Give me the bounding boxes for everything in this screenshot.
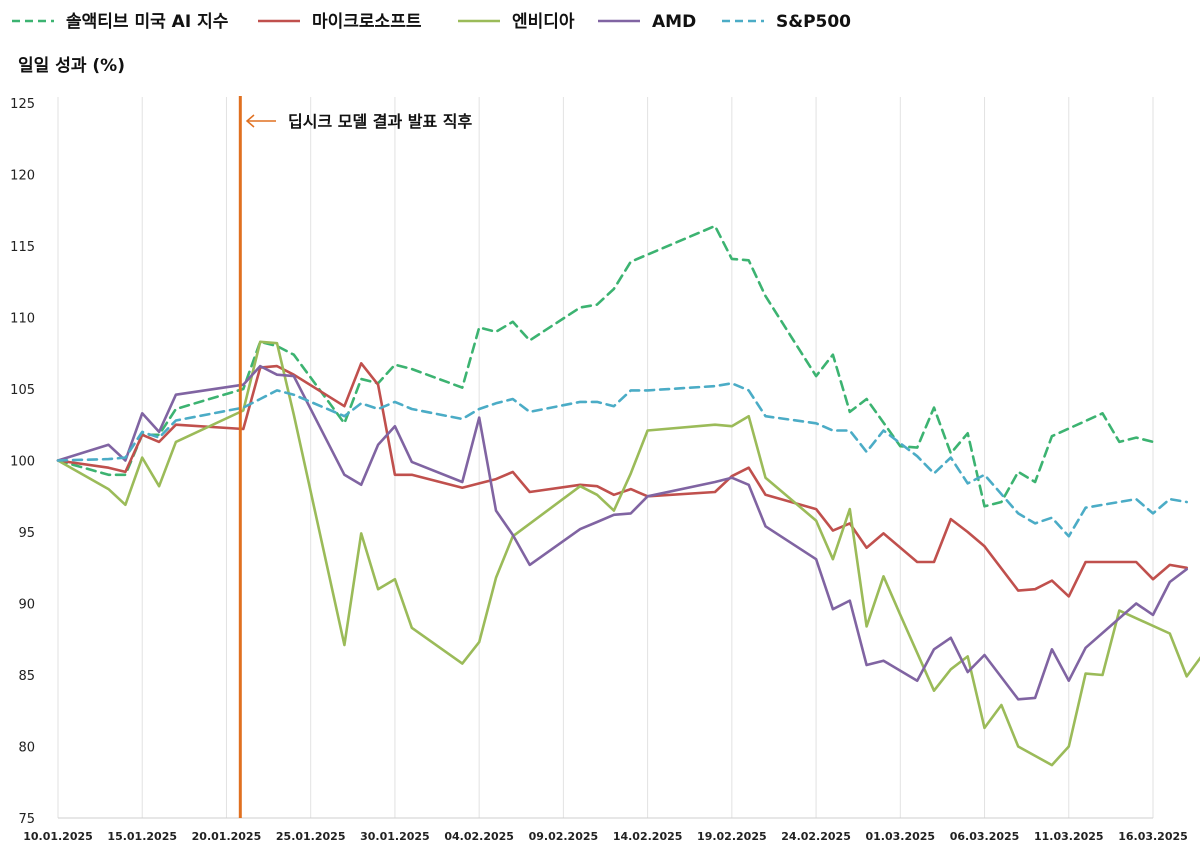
annotation-arrow-head [245,114,255,128]
y-tick-label: 100 [10,455,35,470]
x-tick-label: 20.01.2025 [192,830,262,843]
x-tick-label: 19.02.2025 [697,830,767,843]
y-tick-label: 85 [18,669,35,684]
x-tick-label: 04.02.2025 [444,830,514,843]
annotation: 딥시크 모델 결과 발표 직후 [238,96,472,818]
x-tick-label: 15.01.2025 [107,830,177,843]
series-line-4 [56,381,1188,538]
legend-label: 마이크로소프트 [312,12,422,32]
legend-label: 솔액티브 미국 AI 지수 [66,12,229,32]
y-tick-label: 110 [10,312,35,327]
series-line-3 [56,364,1188,701]
x-tick-label: 24.02.2025 [781,830,851,843]
y-tick-label: 125 [10,97,35,112]
legend-label: S&P500 [776,12,851,32]
x-tick-label: 01.03.2025 [866,830,936,843]
y-tick-label: 105 [10,383,35,398]
x-tick-label: 16.03.2025 [1118,830,1188,843]
legend: 솔액티브 미국 AI 지수 마이크로소프트 엔비디아 AMD S&P500 [12,12,851,32]
series-line-1 [56,361,1188,598]
annotation-label: 딥시크 모델 결과 발표 직후 [288,112,472,131]
x-tick-label: 06.03.2025 [950,830,1020,843]
y-tick-label: 115 [10,240,35,255]
y-tick-label: 80 [18,741,35,756]
gridlines [57,97,1154,819]
series-lines [56,224,1200,767]
legend-label: 엔비디아 [512,12,575,32]
series-line-0 [56,224,1155,508]
y-tick-label: 120 [10,169,35,184]
x-tick-label: 10.01.2025 [23,830,93,843]
x-tick-label: 30.01.2025 [360,830,430,843]
x-axis-ticks: 10.01.2025 15.01.2025 20.01.2025 25.01.2025… [23,830,1188,843]
y-tick-label: 90 [18,598,35,613]
series-line-2 [56,340,1200,767]
x-tick-label: 11.03.2025 [1034,830,1104,843]
x-tick-label: 25.01.2025 [276,830,346,843]
y-tick-label: 95 [18,526,35,541]
x-tick-label: 09.02.2025 [529,830,599,843]
y-axis-ticks: 75 80 85 90 95 100 105 110 115 120 125 [10,97,35,827]
legend-label: AMD [652,12,696,32]
x-tick-label: 14.02.2025 [613,830,683,843]
y-tick-label: 75 [18,812,35,827]
y-axis-label: 일일 성과 (%) [18,56,125,76]
